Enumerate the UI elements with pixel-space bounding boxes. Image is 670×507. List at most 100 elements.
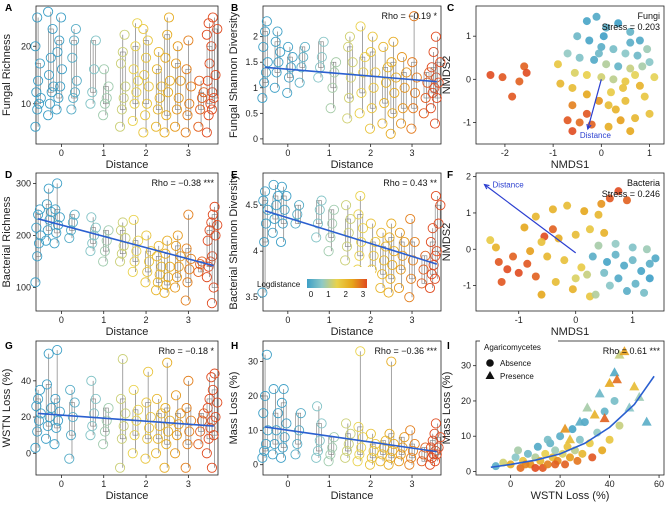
- data-point: [364, 459, 376, 470]
- data-point: [279, 204, 290, 215]
- data-group: [180, 209, 197, 306]
- data-point: [316, 195, 327, 206]
- data-point: [605, 194, 614, 203]
- x-tick-label: -2: [501, 148, 509, 158]
- data-group: [340, 200, 356, 266]
- data-point: [270, 36, 281, 47]
- data-point: [383, 287, 394, 298]
- data-point: [285, 62, 296, 73]
- data-point: [341, 418, 352, 429]
- data-point: [425, 442, 436, 453]
- box: [69, 402, 75, 436]
- data-point: [54, 212, 65, 223]
- data-point: [399, 432, 410, 443]
- data-point: [115, 256, 126, 267]
- x-tick-label: 3: [186, 315, 191, 325]
- data-point: [273, 57, 284, 68]
- data-point: [138, 127, 149, 138]
- data-point: [208, 92, 219, 104]
- x-tick-label: 2: [144, 479, 149, 489]
- colorbar-tick-label: 0: [309, 290, 314, 299]
- data-point-triangle: [589, 409, 600, 419]
- data-group: [40, 183, 57, 246]
- data-point: [202, 75, 213, 86]
- data-group: [193, 75, 209, 132]
- data-point: [156, 261, 167, 272]
- x-axis-label: NMDS1: [551, 159, 590, 171]
- data-point: [258, 408, 269, 419]
- box: [388, 237, 395, 280]
- y-tick-label: 20: [21, 41, 31, 51]
- data-point: [267, 227, 278, 238]
- data-point: [520, 223, 529, 232]
- data-point: [51, 422, 62, 433]
- data-point: [637, 267, 646, 276]
- box: [398, 241, 405, 270]
- colorbar-tick-label: 1: [326, 290, 331, 299]
- data-point: [429, 456, 441, 467]
- x-tick-label: 1: [327, 148, 332, 158]
- data-point: [431, 449, 442, 460]
- box: [272, 195, 279, 220]
- data-group: [115, 29, 131, 132]
- box: [155, 413, 162, 440]
- data-point: [129, 256, 140, 267]
- data-point: [203, 433, 214, 444]
- data-point: [376, 227, 387, 238]
- box: [380, 440, 386, 455]
- data-point: [368, 82, 379, 93]
- data-point: [66, 225, 77, 236]
- data-point: [515, 77, 524, 86]
- data-point: [45, 52, 56, 63]
- y-axis-label: Mass Loss (%): [441, 372, 453, 445]
- data-point: [98, 64, 110, 75]
- data-point: [115, 393, 127, 404]
- data-point: [281, 418, 292, 429]
- data-point: [49, 238, 60, 249]
- box: [211, 28, 218, 99]
- data-point: [354, 449, 365, 460]
- data-point: [90, 393, 101, 404]
- data-point: [424, 282, 436, 294]
- data-point: [171, 430, 182, 441]
- data-group: [311, 195, 327, 243]
- data-point: [594, 210, 603, 219]
- data-point: [170, 282, 181, 293]
- box: [35, 398, 41, 432]
- data-point: [43, 6, 54, 17]
- box: [35, 63, 41, 105]
- x-tick-label: 2: [368, 148, 373, 158]
- data-point: [140, 52, 152, 63]
- data-point: [645, 109, 654, 118]
- panel-f: F -1 0 1 -1 0 1 2 NMDS1 NMDS2 Distance BacteriaStre…: [441, 170, 665, 338]
- y-tick-label: 0: [466, 74, 471, 84]
- data-point: [616, 116, 625, 125]
- data-point: [172, 41, 183, 52]
- data-group: [127, 18, 144, 127]
- data-point: [575, 435, 584, 444]
- data-point: [182, 439, 193, 450]
- data-group: [180, 35, 197, 138]
- data-point: [426, 62, 437, 73]
- box: [280, 402, 287, 448]
- data-point: [325, 103, 336, 114]
- data-point: [563, 116, 572, 125]
- box: [274, 41, 281, 73]
- box: [328, 209, 335, 238]
- box: [145, 250, 151, 273]
- data-point: [377, 269, 388, 280]
- box: [211, 214, 218, 288]
- data-point: [406, 273, 417, 284]
- data-point: [604, 122, 613, 131]
- data-group: [127, 214, 144, 277]
- y-tick-label: 0: [466, 466, 471, 476]
- data-point: [130, 41, 141, 52]
- box: [143, 40, 149, 105]
- data-point: [312, 401, 323, 412]
- data-point: [67, 52, 78, 63]
- data-point: [143, 366, 154, 377]
- data-point: [260, 390, 271, 402]
- data-point: [585, 225, 594, 234]
- data-point: [531, 463, 540, 472]
- data-point: [117, 46, 128, 58]
